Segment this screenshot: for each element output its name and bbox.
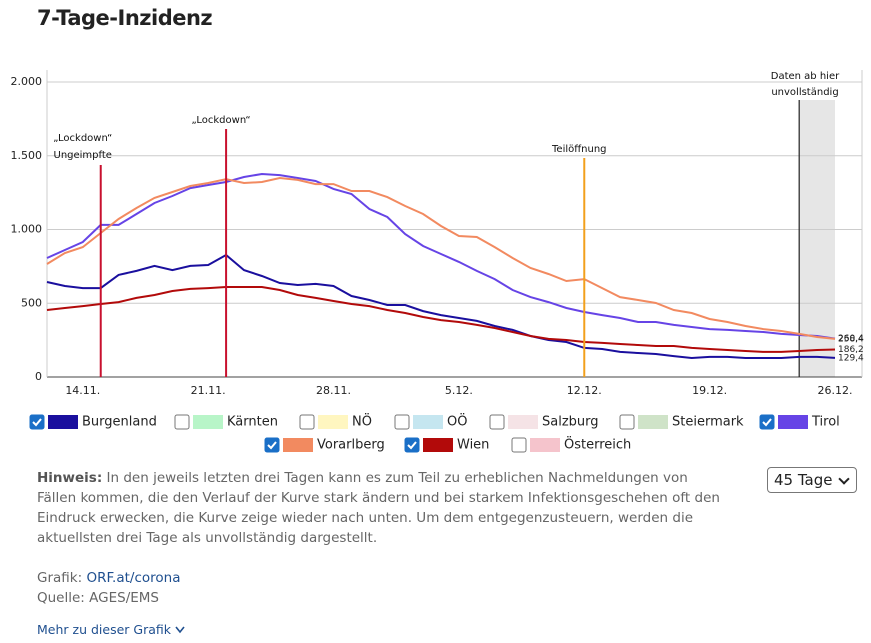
legend-item[interactable]: Tirol <box>759 414 840 430</box>
series-line <box>46 176 836 340</box>
legend-checkbox[interactable] <box>619 414 635 430</box>
end-label: 258,4 <box>838 334 864 344</box>
annotation-label: Teilöffnung <box>551 144 607 155</box>
series-line <box>46 253 836 360</box>
legend-swatch <box>318 415 348 429</box>
source: Grafik: ORF.at/corona Quelle: AGES/EMS <box>37 568 181 608</box>
legend-label: Steiermark <box>672 415 744 430</box>
end-label: 186,2 <box>838 345 864 355</box>
more-link[interactable]: Mehr zu dieser Grafik <box>37 622 185 637</box>
y-tick-label: 1.500 <box>11 149 43 162</box>
legend-checkbox[interactable] <box>511 437 527 453</box>
legend-item[interactable]: Österreich <box>511 436 631 453</box>
x-tick-label: 21.11. <box>191 384 226 397</box>
legend-checkbox[interactable] <box>489 414 505 430</box>
x-tick-label: 28.11. <box>316 384 351 397</box>
annotation-label: „Lockdown“ <box>192 115 251 126</box>
chart: 0 500 1.000 1.500 2.000 14.11. 21.11. 28.11. 5.1… <box>11 70 864 453</box>
legend-checkbox[interactable] <box>174 414 190 430</box>
legend-swatch <box>423 438 453 452</box>
page-title: 7-Tage-Inzidenz <box>37 6 213 30</box>
legend-swatch <box>530 438 560 452</box>
checkmark <box>267 441 277 450</box>
checkmark <box>762 418 772 427</box>
grafik-label: Grafik: <box>37 570 83 586</box>
range-select[interactable]: 45 Tage <box>767 467 857 493</box>
legend-checkbox[interactable] <box>299 414 315 430</box>
legend-label: Tirol <box>811 415 840 430</box>
legend-item[interactable]: Wien <box>404 437 489 453</box>
quelle: Quelle: AGES/EMS <box>37 590 159 606</box>
legend-label: Vorarlberg <box>317 438 385 453</box>
legend-swatch <box>48 415 78 429</box>
end-label: 129,4 <box>838 353 864 363</box>
more-text: Mehr zu dieser Grafik <box>37 622 171 637</box>
y-tick-label: 0 <box>35 370 42 383</box>
x-tick-label: 12.12. <box>567 384 602 397</box>
legend-checkbox[interactable] <box>759 414 775 430</box>
x-tick-label: 5.12. <box>445 384 473 397</box>
legend-item[interactable]: Burgenland <box>29 414 157 430</box>
legend-item[interactable]: Vorarlberg <box>264 437 385 453</box>
incomplete-label: unvollständig <box>771 87 838 98</box>
legend-label: OÖ <box>447 413 467 430</box>
legend-item[interactable]: Steiermark <box>619 414 744 430</box>
annotation-label: „Lockdown“ <box>53 133 112 144</box>
legend-item[interactable]: Kärnten <box>174 414 278 430</box>
legend-swatch <box>508 415 538 429</box>
legend-checkbox[interactable] <box>404 437 420 453</box>
legend-swatch <box>778 415 808 429</box>
chevron <box>175 626 185 634</box>
incomplete-region <box>799 100 835 377</box>
note-text: In den jeweils letzten drei Tagen kann e… <box>37 470 720 546</box>
checkmark <box>32 418 42 427</box>
legend-label: Kärnten <box>227 415 278 430</box>
y-tick-label: 1.000 <box>11 223 43 236</box>
legend-checkbox[interactable] <box>264 437 280 453</box>
checkmark <box>407 441 417 450</box>
legend-item[interactable]: OÖ <box>394 413 467 430</box>
legend-swatch <box>193 415 223 429</box>
x-tick-label: 19.12. <box>692 384 727 397</box>
y-tick-label: 2.000 <box>11 75 43 88</box>
legend-label: Burgenland <box>82 415 157 430</box>
legend-swatch <box>638 415 668 429</box>
legend-item[interactable]: NÖ <box>299 413 372 430</box>
note-lead: Hinweis: <box>37 470 103 486</box>
legend-label: NÖ <box>352 413 372 430</box>
series-line <box>46 286 836 353</box>
x-tick-label: 14.11. <box>65 384 100 397</box>
grafik: Grafik: ORF.at/corona <box>37 568 181 588</box>
annotation-label: Ungeimpfte <box>54 150 112 161</box>
grafik-link[interactable]: ORF.at/corona <box>86 570 181 586</box>
legend-label: Österreich <box>564 436 631 453</box>
legend-swatch <box>283 438 313 452</box>
end-label: 260,4 <box>838 334 864 344</box>
note: Hinweis: In den jeweils letzten drei Tag… <box>37 468 727 548</box>
y-tick-label: 500 <box>21 296 42 309</box>
legend-checkbox[interactable] <box>394 414 410 430</box>
legend-checkbox[interactable] <box>29 414 45 430</box>
incomplete-label: Daten ab hier <box>771 71 840 82</box>
legend-label: Salzburg <box>542 415 599 430</box>
legend-label: Wien <box>457 438 489 453</box>
legend-item[interactable]: Salzburg <box>489 414 599 430</box>
series-line <box>46 172 836 340</box>
x-tick-label: 26.12. <box>818 384 853 397</box>
legend-swatch <box>413 415 443 429</box>
